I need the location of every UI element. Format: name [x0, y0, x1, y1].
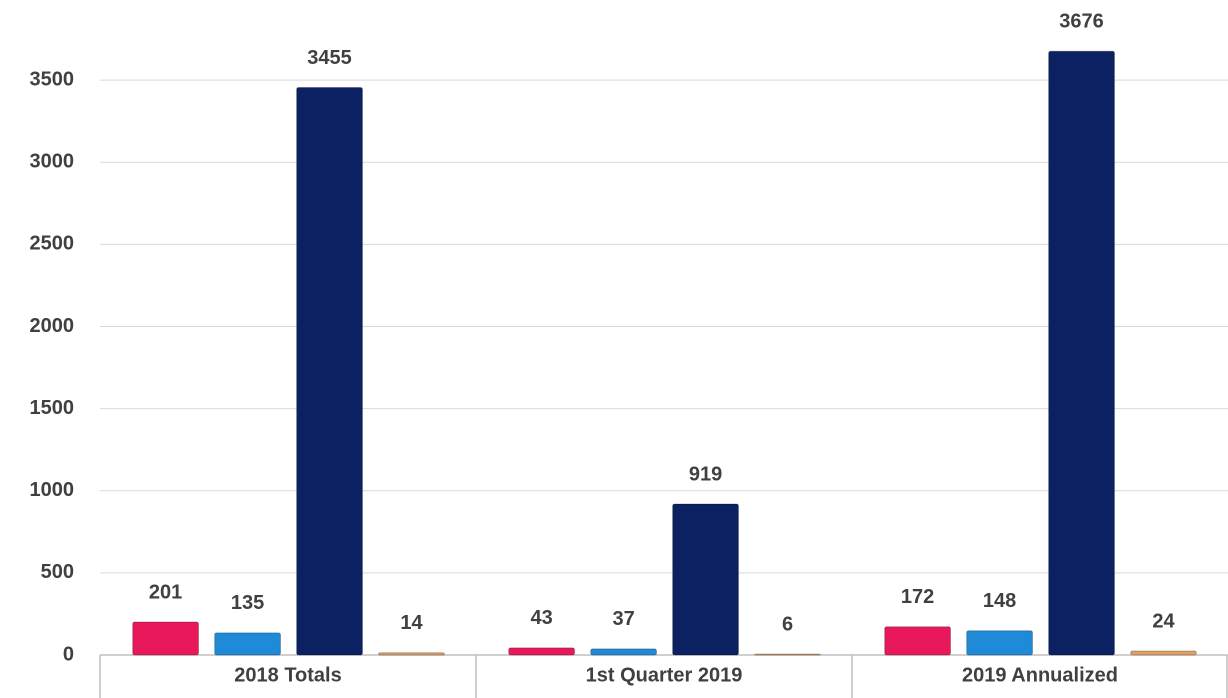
bar — [590, 648, 657, 656]
value-label: 172 — [901, 586, 934, 608]
y-tick-label: 3500 — [30, 68, 75, 90]
y-tick-label: 2000 — [30, 315, 75, 337]
bar — [132, 621, 200, 656]
y-tick-label: 3000 — [30, 151, 75, 173]
bar — [378, 652, 445, 656]
value-label: 3676 — [1059, 10, 1104, 32]
value-label: 135 — [231, 592, 264, 614]
bar — [508, 647, 576, 656]
value-label: 14 — [400, 612, 423, 634]
value-label: 201 — [149, 581, 182, 603]
x-tick-label: 2018 Totals — [234, 664, 341, 686]
value-label: 24 — [1152, 610, 1175, 632]
y-tick-label: 2500 — [30, 233, 75, 255]
bar — [214, 632, 281, 656]
y-tick-label: 1500 — [30, 397, 75, 419]
bar — [672, 503, 739, 656]
y-tick-label: 0 — [63, 643, 74, 665]
bar — [754, 653, 821, 656]
y-tick-label: 500 — [41, 561, 74, 583]
value-label: 43 — [530, 607, 552, 629]
x-tick-label: 2019 Annualized — [962, 664, 1118, 686]
value-label: 37 — [612, 608, 634, 630]
bar — [1130, 650, 1197, 656]
bar — [966, 630, 1033, 656]
y-tick-label: 1000 — [30, 479, 75, 501]
value-label: 148 — [983, 590, 1016, 612]
x-tick-label: 1st Quarter 2019 — [586, 664, 743, 686]
bar — [296, 87, 363, 656]
value-label: 3455 — [307, 47, 352, 69]
bar — [1048, 50, 1115, 656]
value-label: 6 — [782, 613, 793, 635]
bar — [884, 626, 952, 656]
value-label: 919 — [689, 463, 722, 485]
